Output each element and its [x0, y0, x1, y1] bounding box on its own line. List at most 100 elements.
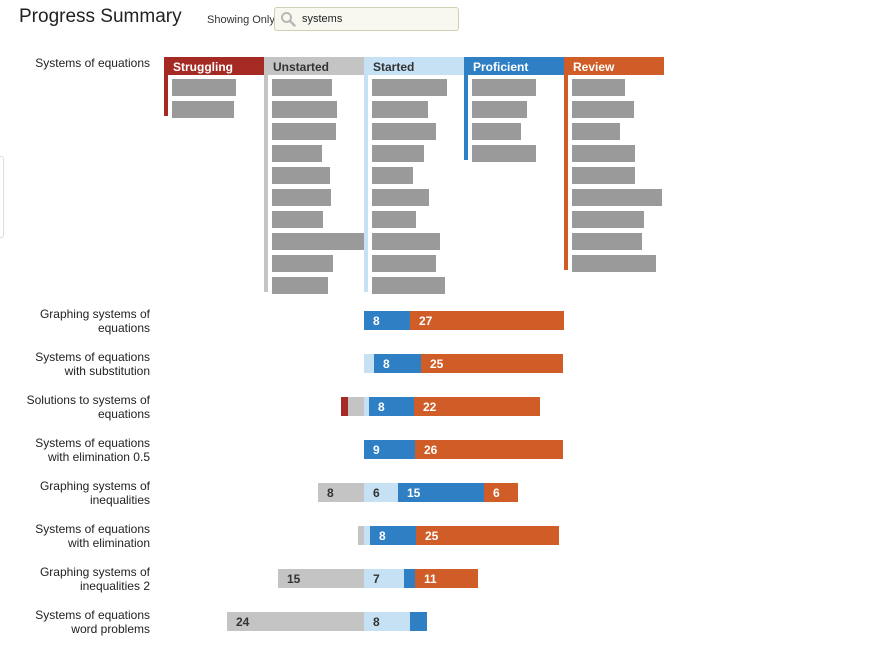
column-bar-started	[364, 57, 368, 292]
skill-item	[372, 189, 429, 206]
skill-item	[472, 123, 521, 140]
data-label-started: 8	[373, 615, 380, 629]
skill-item	[272, 145, 322, 162]
column-label-review: Review	[573, 60, 615, 74]
skill-item	[572, 255, 656, 272]
column-bar-unstarted	[264, 57, 268, 292]
bar-struggling	[341, 397, 348, 416]
bar-unstarted	[278, 569, 364, 588]
row-label-line: inequalities	[89, 492, 150, 507]
row-label: Systems of equations word problems	[3, 608, 150, 636]
row-label: Systems of equations with substitution	[3, 350, 150, 378]
row-label-line: Graphing systems of	[39, 306, 150, 321]
skill-item	[572, 145, 635, 162]
bar-review	[484, 483, 518, 502]
bar-started	[364, 526, 370, 545]
row-label-line: Systems of equations	[35, 521, 150, 536]
filter-label: Showing Only	[207, 14, 275, 26]
column-header-started	[364, 57, 464, 75]
row-label: Solutions to systems of equations	[3, 393, 150, 421]
bar-review	[410, 311, 564, 330]
bar-started	[364, 397, 369, 416]
bar-proficient	[369, 397, 414, 416]
skill-item	[272, 101, 337, 118]
skill-item	[372, 145, 424, 162]
row-label-line: Solutions to systems of	[26, 392, 150, 407]
skill-item	[372, 211, 416, 228]
bar-proficient	[364, 440, 415, 459]
row-label-line: Graphing systems of	[39, 478, 150, 493]
data-label-unstarted: 15	[287, 572, 301, 586]
row-label-line: Graphing systems of	[39, 564, 150, 579]
skill-item	[272, 233, 365, 250]
skill-item	[572, 233, 642, 250]
column-header-struggling	[164, 57, 264, 75]
column-bar-proficient	[464, 57, 468, 160]
data-label-review: 11	[424, 572, 437, 586]
data-label-review: 27	[419, 314, 433, 328]
search-input[interactable]: systems	[274, 7, 459, 31]
data-label-review: 25	[425, 529, 439, 543]
data-label-proficient: 15	[407, 486, 421, 500]
bar-started	[364, 569, 404, 588]
skill-item	[472, 145, 536, 162]
data-label-unstarted: 8	[327, 486, 334, 500]
column-header-proficient	[464, 57, 564, 75]
bar-unstarted	[227, 612, 364, 631]
data-label-review: 26	[424, 443, 438, 457]
edge-handle[interactable]	[0, 156, 4, 238]
column-label-struggling: Struggling	[173, 60, 233, 74]
bar-proficient	[364, 311, 410, 330]
row-label-line: word problems	[71, 621, 150, 636]
row-label: Systems of equations with elimination	[3, 522, 150, 550]
search-icon	[281, 12, 296, 27]
row-label-line: with elimination 0.5	[47, 449, 150, 464]
bar-review	[415, 569, 478, 588]
skill-item	[572, 79, 625, 96]
skill-item	[272, 123, 336, 140]
bar-unstarted	[358, 526, 364, 545]
data-label-proficient: 8	[383, 357, 390, 371]
search-value: systems	[302, 13, 343, 25]
skill-item	[472, 101, 527, 118]
skill-item	[172, 79, 236, 96]
bar-review	[414, 397, 540, 416]
bar-unstarted	[318, 483, 364, 502]
row-label: Graphing systems of inequalities 2	[3, 565, 150, 593]
column-label-started: Started	[373, 60, 414, 74]
bar-proficient	[374, 354, 421, 373]
bar-unstarted	[348, 397, 364, 416]
skill-item	[272, 255, 333, 272]
bar-proficient	[370, 526, 416, 545]
group-label: Systems of equations	[35, 56, 150, 70]
skill-item	[572, 123, 620, 140]
data-label-proficient: 8	[379, 529, 386, 543]
data-label-proficient: 9	[373, 443, 380, 457]
row-label-line: with elimination	[67, 535, 150, 550]
row-label-line: equations	[97, 320, 150, 335]
data-label-review: 25	[430, 357, 444, 371]
skill-item	[372, 167, 413, 184]
bar-review	[421, 354, 563, 373]
bar-proficient	[404, 569, 415, 588]
bar-proficient	[410, 612, 427, 631]
row-label-line: equations	[97, 406, 150, 421]
skill-item	[372, 255, 436, 272]
row-label: Graphing systems of equations	[3, 307, 150, 335]
column-header-review	[564, 57, 664, 75]
row-label-line: Systems of equations	[35, 435, 150, 450]
page-title: Progress Summary	[19, 6, 182, 27]
row-label: Graphing systems of inequalities	[3, 479, 150, 507]
skill-item	[472, 79, 536, 96]
skill-item	[572, 167, 635, 184]
column-bar-review	[564, 57, 568, 270]
row-label-line: with substitution	[64, 363, 150, 378]
bar-started	[364, 354, 374, 373]
row-label-line: Systems of equations	[35, 607, 150, 622]
data-label-unstarted: 24	[236, 615, 250, 629]
skill-item	[372, 277, 445, 294]
skill-item	[272, 189, 331, 206]
skill-item	[272, 277, 328, 294]
row-label-line: Systems of equations	[35, 349, 150, 364]
